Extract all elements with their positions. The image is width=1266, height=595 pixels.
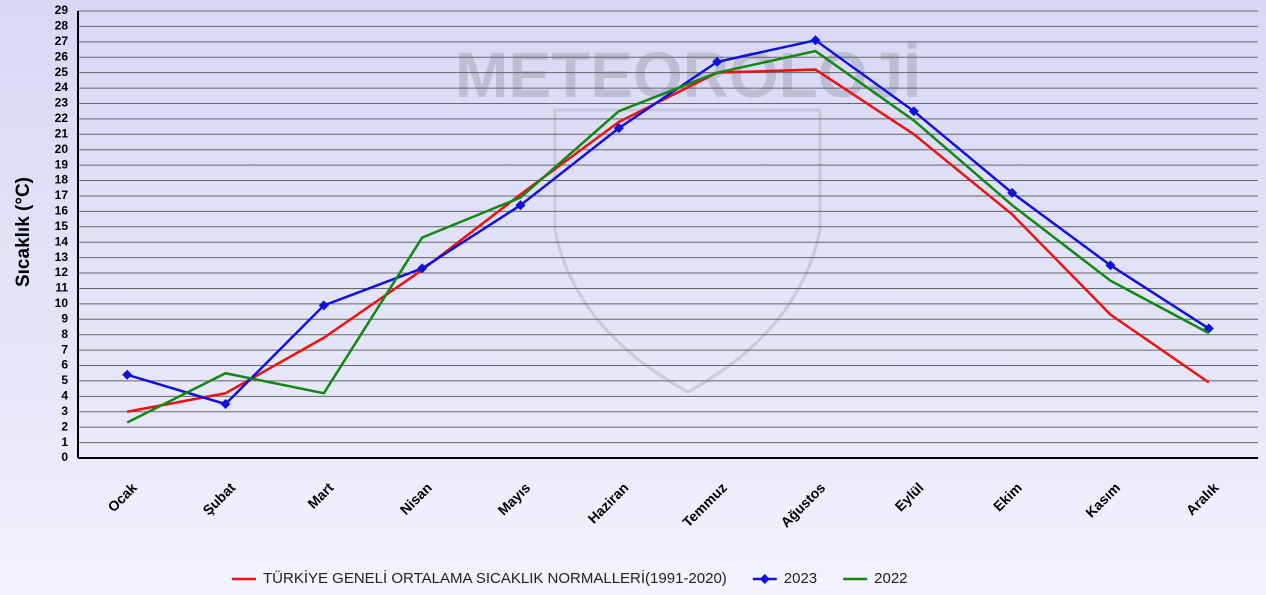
series-marker bbox=[1105, 260, 1116, 271]
y-tick-label: 3 bbox=[61, 404, 68, 418]
y-tick-label: 13 bbox=[55, 250, 69, 264]
series-marker bbox=[122, 369, 133, 380]
y-tick-label: 29 bbox=[55, 3, 69, 17]
x-tick-label: Mart bbox=[304, 479, 336, 511]
x-tick-label: Şubat bbox=[199, 479, 238, 518]
x-tick-label: Kasım bbox=[1082, 479, 1123, 520]
y-tick-label: 22 bbox=[55, 111, 69, 125]
y-tick-label: 24 bbox=[55, 80, 69, 94]
y-axis-label: Sıcaklık (°C) bbox=[13, 177, 34, 287]
x-tick-label: Ocak bbox=[104, 479, 140, 515]
watermark: METEOROLOJİ bbox=[455, 39, 921, 111]
legend-label: 2022 bbox=[874, 570, 907, 587]
y-tick-label: 17 bbox=[55, 188, 69, 202]
series-line bbox=[126, 38, 1210, 406]
series-marker bbox=[908, 106, 919, 117]
y-tick-label: 18 bbox=[55, 173, 69, 187]
y-tick-label: 9 bbox=[61, 311, 68, 325]
watermark-shield bbox=[553, 108, 822, 394]
x-tick-label: Nisan bbox=[397, 479, 435, 517]
y-tick-label: 15 bbox=[55, 219, 69, 233]
x-tick-label: Mayıs bbox=[494, 479, 533, 518]
y-tick-label: 25 bbox=[55, 65, 69, 79]
y-tick-label: 21 bbox=[55, 126, 69, 140]
series-marker bbox=[810, 35, 821, 46]
y-tick-label: 0 bbox=[61, 450, 68, 464]
y-tick-label: 6 bbox=[61, 358, 68, 372]
y-tick-label: 23 bbox=[55, 96, 69, 110]
series-marker bbox=[712, 56, 723, 67]
series-marker bbox=[515, 200, 526, 211]
x-tick-label: Temmuz bbox=[679, 479, 730, 530]
series-marker bbox=[417, 263, 428, 274]
y-tick-label: 26 bbox=[55, 49, 69, 63]
y-tick-label: 12 bbox=[55, 265, 69, 279]
y-tick-label: 14 bbox=[55, 234, 69, 248]
y-tick-label: 4 bbox=[61, 389, 68, 403]
x-tick-label: Eylül bbox=[892, 479, 927, 514]
series-marker bbox=[220, 399, 231, 410]
y-tick-label: 1 bbox=[61, 435, 68, 449]
x-tick-label: Haziran bbox=[584, 479, 631, 526]
y-tick-label: 2 bbox=[61, 419, 68, 433]
y-tick-label: 5 bbox=[61, 373, 68, 387]
y-tick-label: 7 bbox=[61, 342, 68, 356]
series-marker bbox=[613, 123, 624, 134]
legend-label: TÜRKİYE GENELİ ORTALAMA SICAKLIK NORMALL… bbox=[263, 569, 727, 587]
x-tick-label: Ağustos bbox=[777, 479, 828, 530]
series-marker bbox=[318, 300, 329, 311]
legend-marker bbox=[759, 574, 770, 584]
y-tick-label: 8 bbox=[61, 327, 68, 341]
y-tick-label: 20 bbox=[55, 142, 69, 156]
y-tick-label: 11 bbox=[55, 281, 68, 295]
y-tick-label: 27 bbox=[55, 34, 69, 48]
series-line bbox=[126, 68, 1210, 413]
y-tick-label: 10 bbox=[55, 296, 69, 310]
y-tick-label: 19 bbox=[55, 157, 69, 171]
x-tick-label: Ekim bbox=[990, 479, 1025, 514]
y-tick-label: 28 bbox=[55, 19, 69, 33]
legend-label: 2023 bbox=[784, 570, 817, 587]
x-tick-label: Aralık bbox=[1183, 479, 1222, 518]
series-line bbox=[126, 49, 1210, 424]
y-tick-label: 16 bbox=[55, 204, 69, 218]
series-marker bbox=[1007, 187, 1018, 198]
